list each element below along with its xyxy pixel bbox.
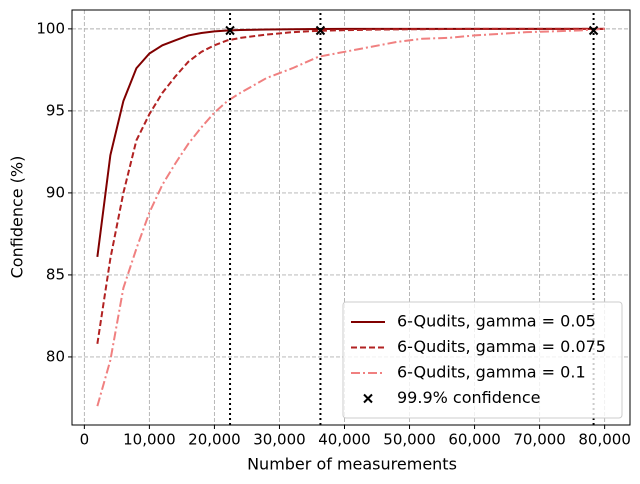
legend-label: 6-Qudits, gamma = 0.05: [397, 312, 596, 331]
x-tick-label: 30,000: [253, 431, 306, 449]
x-tick-label: 60,000: [448, 431, 501, 449]
x-tick-label: 10,000: [123, 431, 176, 449]
y-tick-label: 90: [46, 183, 65, 201]
y-axis-label: Confidence (%): [8, 156, 27, 279]
x-tick-label: 40,000: [318, 431, 371, 449]
series-line: [96, 27, 605, 257]
legend-label: 99.9% confidence: [397, 388, 541, 407]
y-tick-label: 100: [36, 19, 65, 37]
x-axis-label: Number of measurements: [247, 455, 457, 474]
legend: 6-Qudits, gamma = 0.05 6-Qudits, gamma = …: [342, 301, 623, 419]
marker: [225, 25, 235, 36]
x-tick-label: 0: [80, 431, 90, 449]
y-tick-label: 95: [46, 101, 65, 119]
y-tick-label: 80: [46, 347, 65, 365]
legend-box: [342, 301, 623, 419]
marker: [588, 25, 599, 36]
marker: [315, 25, 326, 36]
series-line: [96, 27, 605, 407]
x-tick-label: 50,000: [383, 431, 436, 449]
legend-marker: [363, 393, 373, 404]
legend-label: 6-Qudits, gamma = 0.075: [397, 337, 606, 356]
legend-label: 6-Qudits, gamma = 0.1: [397, 363, 586, 382]
plot-frame: [71, 9, 631, 426]
x-tick-label: 80,000: [578, 431, 631, 449]
x-tick-label: 70,000: [513, 431, 566, 449]
y-tick-label: 85: [46, 265, 65, 283]
x-tick-label: 20,000: [188, 431, 241, 449]
series-line: [96, 27, 605, 344]
